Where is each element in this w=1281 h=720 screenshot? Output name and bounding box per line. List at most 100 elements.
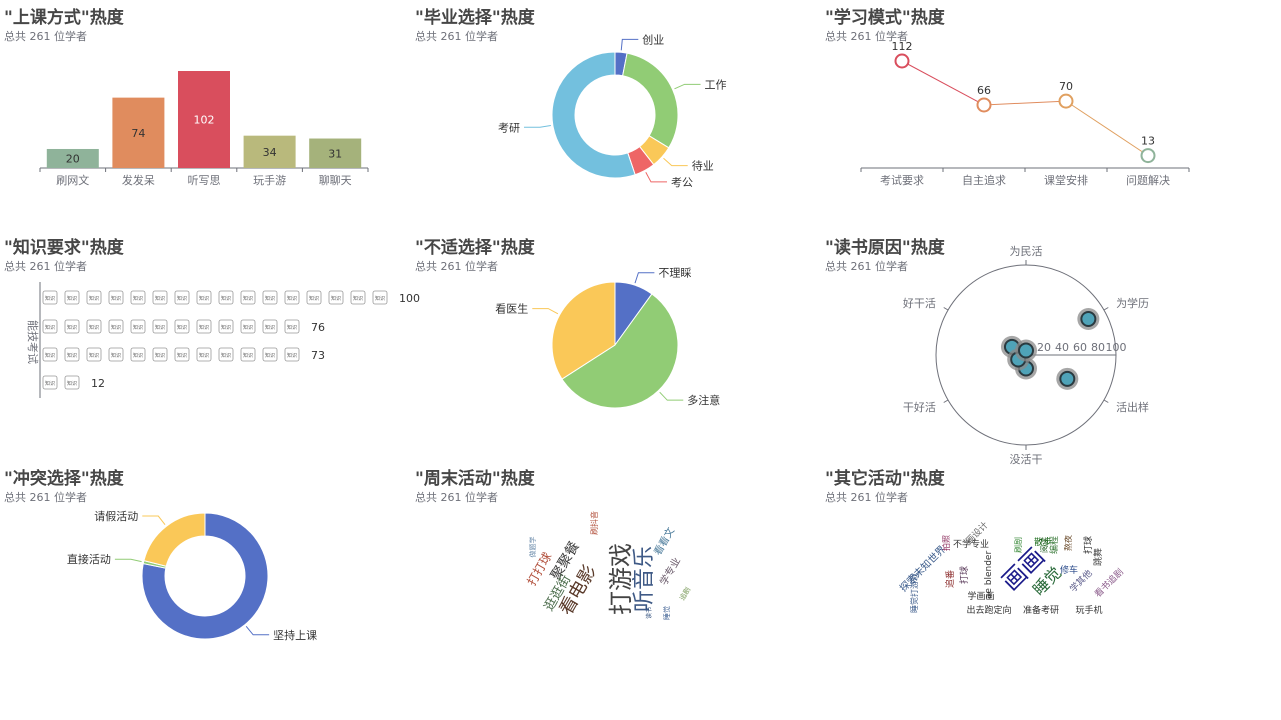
pie-label: 看医生 [495,302,528,316]
angle-label: 为民活 [1010,245,1043,258]
chart-title: "其它活动"热度 [825,469,945,489]
pictorial-symbol-label: 知识 [89,352,99,359]
radius-tick-label: 40 [1055,341,1069,354]
word-cloud-word: 跳舞 [1092,548,1104,566]
pictorial-symbol [42,290,58,305]
pictorial-symbol [152,290,168,305]
pictorial-symbol [328,290,344,305]
panel-class-mode: "上课方式"热度 总共 261 位学者 20 刷网文 74 发发呆 102 听写思 34 玩手… [0,0,410,230]
chart-subtitle: 总共 261 位学者 [825,30,908,43]
word-cloud-word: 学画画 [967,590,994,602]
word-cloud-word: 修车 [1060,564,1078,576]
word-cloud-word: 睡觉打游戏 [909,573,919,613]
pictorial-symbol [130,290,146,305]
pie-slice [622,52,679,149]
pictorial-symbol-label: 知识 [155,352,165,359]
x-tick-label: 问题解决 [1126,173,1170,187]
pictorial-symbol [218,319,234,334]
pictorial-symbol-label: 知识 [45,352,55,359]
pie-slice [551,281,616,380]
pictorial-symbol-label: 知识 [177,324,187,331]
pictorial-symbol-label: 知识 [45,324,55,331]
pie-label-line [663,157,688,167]
pictorial-symbol [240,347,256,362]
pictorial-symbol-label: 知识 [155,324,165,331]
word-cloud-word: 听音乐 [632,546,657,612]
x-tick-label: 聊聊天 [319,173,352,187]
chart-subtitle: 总共 261 位学者 [4,30,87,43]
data-label: 66 [977,84,991,97]
bar-value-label: 73 [311,349,325,362]
pictorial-symbol-label: 知识 [287,352,297,359]
data-point [1058,93,1074,109]
pictorial-symbol-label: 知识 [199,295,209,302]
pictorial-symbol [42,375,58,390]
pictorial-symbol [152,347,168,362]
x-tick-label: 考试要求 [880,174,924,187]
pie-label: 考公 [671,176,693,189]
pictorial-symbol-label: 知识 [243,352,253,359]
chart-title: "知识要求"热度 [4,238,124,258]
chart-subtitle: 总共 261 位学者 [825,491,908,504]
pie-label: 创业 [642,33,664,46]
chart-title: "不适选择"热度 [415,238,535,258]
pictorial-symbol [196,290,212,305]
x-tick-label: 玩手游 [253,173,286,187]
pie-label: 坚持上课 [273,628,317,642]
pie-label-line [645,172,668,183]
angle-label: 没活干 [1010,453,1043,466]
angle-tick [1103,307,1109,311]
data-point [976,97,992,113]
pictorial-symbol-label: 知识 [221,295,231,302]
angle-label: 为学历 [1116,296,1149,310]
panel-conflict-choice: "冲突选择"热度 总共 261 位学者 坚持上课 直接活动 请假活动 [0,461,410,691]
pictorial-symbol-label: 知识 [265,352,275,359]
scatter-point [1018,342,1034,359]
word-cloud-word: 做题学 [528,537,537,558]
word-cloud-word: 打球 [958,566,970,584]
chart-title: "上课方式"热度 [4,8,124,28]
chart-title: "毕业选择"热度 [415,8,535,28]
chart-class-mode: 20 刷网文 74 发发呆 102 听写思 34 玩手游 31 聊聊天 [39,71,369,187]
bar [112,97,165,168]
chart-subtitle: 总共 261 位学者 [415,260,498,273]
word-cloud-word: 看书追剧 [1092,566,1126,600]
pictorial-symbol-label: 知识 [111,295,121,302]
panel-graduation-choice: "毕业选择"热度 总共 261 位学者 创业 工作 待业 考公 考研 [411,0,821,230]
panel-study-reason: "读书原因"热度 总共 261 位学者 为民活 为学历 活出样 没活干 干好活 好干活 20… [821,230,1231,466]
angle-label: 干好活 [903,400,936,414]
pictorial-symbol-label: 知识 [309,295,319,302]
pictorial-symbol-label: 知识 [111,352,121,359]
chart-subtitle: 总共 261 位学者 [415,491,498,504]
pictorial-symbol [108,319,124,334]
angle-tick [1103,399,1109,403]
word-cloud-word: 探索未知世界 [897,543,949,595]
data-point [894,53,910,69]
word-cloud-word: 打游戏 [607,543,635,615]
pie-label-line [634,272,655,284]
chart-subtitle: 总共 261 位学者 [4,260,87,273]
pictorial-symbol [86,290,102,305]
pictorial-symbol [174,319,190,334]
data-label: 112 [892,40,913,53]
chart-title: "读书原因"热度 [825,238,945,258]
radius-tick-label: 100 [1106,341,1127,354]
radius-tick-label: 60 [1073,341,1087,354]
series-line [901,60,985,106]
pictorial-symbol [284,347,300,362]
angle-label: 好干活 [903,296,936,310]
pictorial-symbol-label: 知识 [45,295,55,302]
panel-weekend-activity: "周末活动"热度 总共 261 位学者 打游戏 听音乐 看电影 聚聚餐 逛逛街 打打球 看看… [411,461,821,691]
chart-title: "周末活动"热度 [415,469,535,489]
word-cloud-word: 阅读 [1039,537,1049,553]
pictorial-symbol-label: 知识 [177,295,187,302]
word-cloud-word: 睡觉 [662,606,671,620]
bar-value-label: 102 [194,114,215,127]
pictorial-symbol-label: 知识 [45,380,55,387]
bar [46,148,99,168]
word-cloud-word: 学专业 [657,555,683,587]
pictorial-symbol [42,319,58,334]
